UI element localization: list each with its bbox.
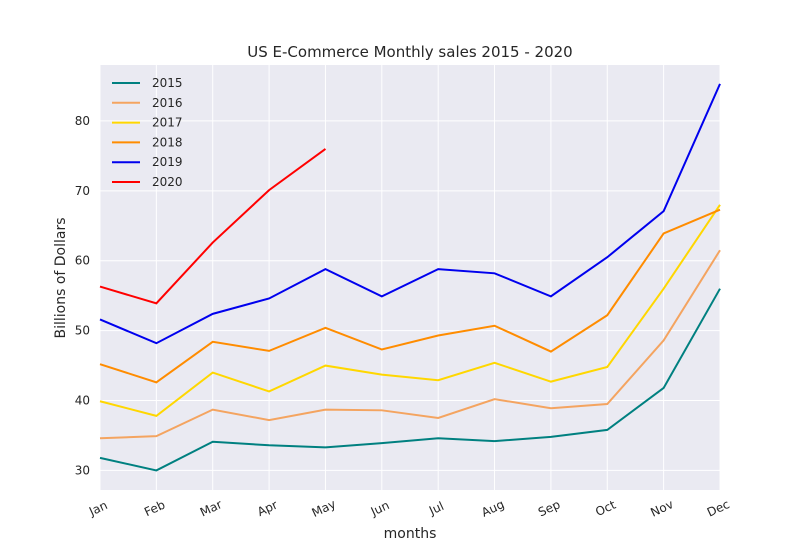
series-line: [99, 208, 721, 384]
y-tick-label: 80: [75, 114, 90, 128]
x-tick-label: Feb: [142, 498, 167, 520]
legend-label: 2015: [152, 76, 183, 90]
y-tick-label: 70: [75, 184, 90, 198]
x-tick-label: Jul: [426, 499, 446, 518]
y-tick-label: 50: [75, 324, 90, 338]
y-tick-label: 60: [75, 254, 90, 268]
x-tick-label: Dec: [705, 497, 732, 520]
x-tick-label: Sep: [536, 497, 562, 519]
x-tick-label: Jun: [368, 498, 392, 519]
series-line: [99, 83, 721, 345]
series-line: [99, 204, 721, 417]
series-line: [99, 249, 721, 440]
x-tick-label: Jan: [86, 498, 110, 519]
y-axis-label: Billions of Dollars: [53, 217, 69, 338]
x-tick-label: Mar: [198, 497, 224, 519]
x-tick-label: Aug: [479, 497, 506, 520]
plot-area: [100, 65, 720, 490]
legend-label: 2019: [152, 155, 183, 169]
legend-label: 2017: [152, 116, 183, 130]
chart-title: US E-Commerce Monthly sales 2015 - 2020: [247, 43, 572, 61]
y-tick-label: 30: [75, 463, 90, 477]
x-tick-label: Apr: [255, 498, 280, 519]
x-tick-label: Nov: [648, 497, 675, 520]
x-tick-label: May: [310, 497, 338, 520]
legend-label: 2020: [152, 175, 183, 189]
series-line: [99, 288, 721, 472]
x-axis-label: months: [384, 526, 437, 542]
series-line: [99, 148, 327, 305]
legend-label: 2016: [152, 96, 183, 110]
legend-label: 2018: [152, 135, 183, 149]
x-tick-label: Oct: [593, 498, 618, 520]
y-tick-label: 40: [75, 394, 90, 408]
